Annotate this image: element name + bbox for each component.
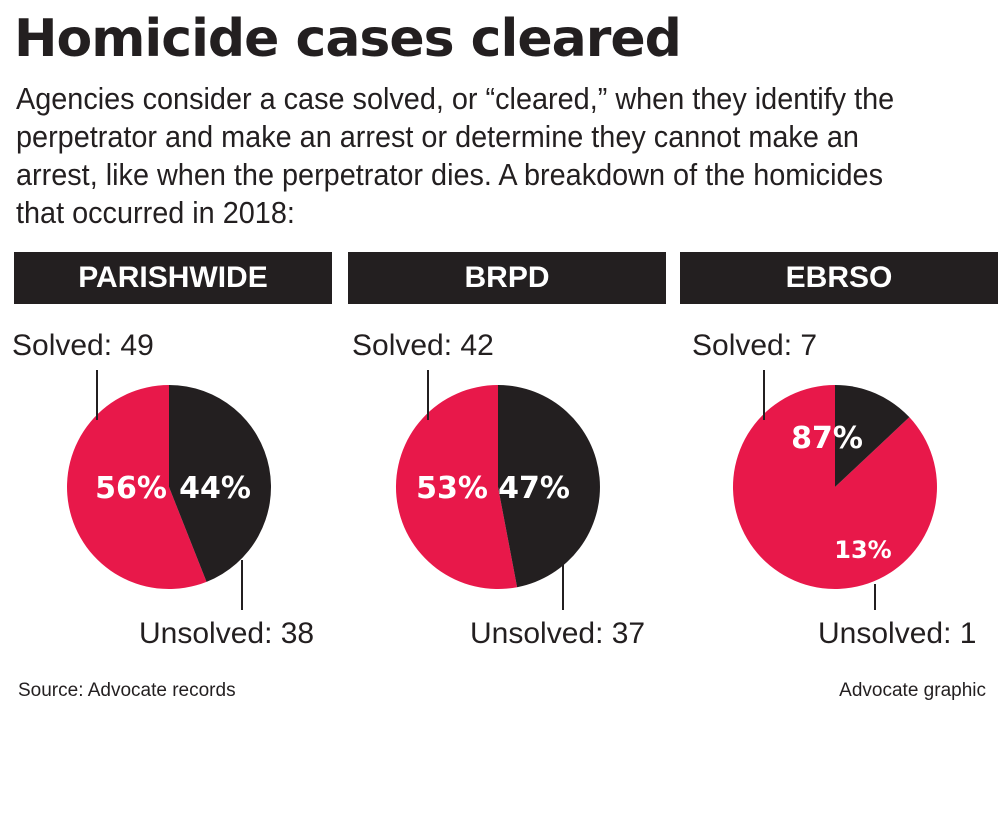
unsolved-slice (835, 385, 910, 487)
solved-label: Solved: 49 (12, 329, 154, 362)
intro-line: that occurred in 2018: (16, 195, 295, 230)
unsolved-slice (498, 385, 600, 588)
solved-label: Solved: 42 (352, 329, 494, 362)
unsolved-label: Unsolved: 38 (139, 617, 315, 650)
pie-chart: 56% 44% (67, 370, 272, 610)
chart-panel-brpd: BRPD Solved: 42 53% 47% Unsolved: 37 (348, 252, 666, 838)
unsolved-percent-label: 13% (834, 536, 891, 564)
pie-chart: 87% 13% (732, 370, 937, 610)
unsolved-percent-label: 44% (179, 471, 251, 506)
intro-line: arrest, like when the perpetrator dies. … (16, 157, 883, 192)
chart-title: BRPD (348, 252, 666, 304)
page-title: Homicide cases cleared (14, 9, 682, 69)
intro-line: Agencies consider a case solved, or “cle… (16, 81, 895, 116)
unsolved-label: Unsolved: 37 (470, 617, 646, 650)
credit-note: Advocate graphic (839, 680, 986, 701)
solved-slice (732, 385, 937, 589)
unsolved-label: Unsolved: 1 (818, 617, 977, 650)
intro-line: perpetrator and make an arrest or determ… (16, 119, 859, 154)
unsolved-slice (169, 385, 272, 582)
chart-title: PARISHWIDE (14, 252, 332, 304)
solved-label: Solved: 7 (692, 329, 818, 362)
solved-slice (67, 385, 207, 589)
solved-slice (395, 384, 518, 589)
source-note: Source: Advocate records (18, 680, 236, 701)
pie-chart: 53% 47% (395, 370, 600, 610)
intro-text: Agencies consider a case solved, or “cle… (16, 80, 923, 232)
solved-percent-label: 53% (416, 471, 488, 506)
chart-panel-ebrso: EBRSO Solved: 7 87% 13% Unsolved: 1 (680, 252, 998, 838)
solved-percent-label: 56% (95, 471, 167, 506)
unsolved-percent-label: 47% (498, 471, 570, 506)
solved-percent-label: 87% (791, 421, 863, 456)
chart-title: EBRSO (680, 252, 998, 304)
chart-panel-parishwide: PARISHWIDE Solved: 49 56% 44% Unsolved: 3… (12, 252, 332, 838)
